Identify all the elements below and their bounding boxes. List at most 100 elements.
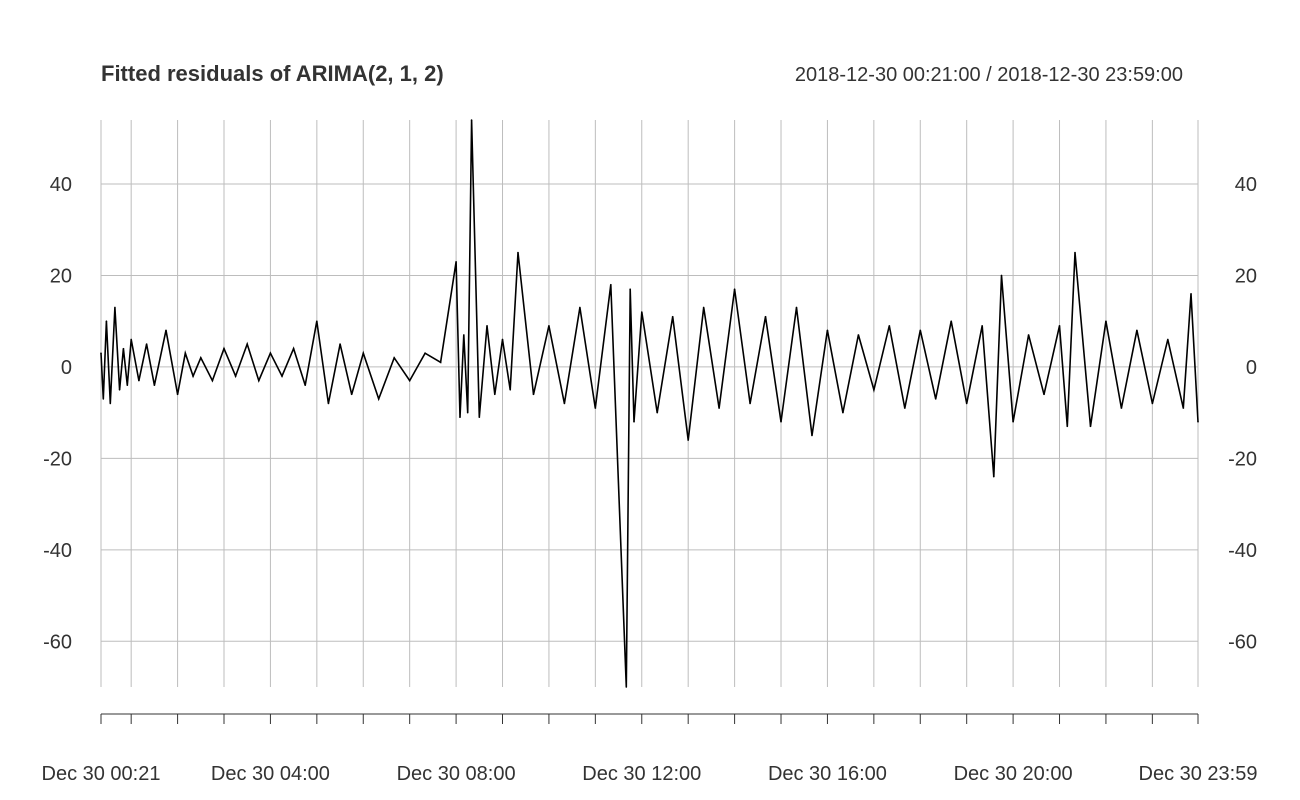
- data-point: [702, 306, 705, 309]
- data-point: [138, 379, 140, 382]
- data-point: [114, 306, 116, 309]
- x-tick-label: Dec 30 00:21: [42, 763, 161, 785]
- x-tick-label: Dec 30 16:00: [768, 763, 887, 785]
- data-point: [532, 393, 535, 396]
- data-point: [455, 260, 457, 263]
- data-point: [118, 388, 121, 391]
- data-point: [1012, 420, 1014, 423]
- data-point: [1190, 292, 1192, 295]
- data-point: [192, 375, 194, 377]
- data-point: [199, 356, 202, 359]
- y-tick-label-right: 0: [1246, 357, 1257, 379]
- data-point: [903, 407, 906, 409]
- data-point: [625, 686, 628, 688]
- data-point: [1182, 407, 1185, 409]
- y-tick-label-right: 20: [1235, 265, 1257, 287]
- data-point: [633, 420, 635, 423]
- data-point: [269, 352, 272, 355]
- data-point: [965, 402, 968, 405]
- data-point: [126, 384, 129, 387]
- y-tick-label-right: -40: [1228, 540, 1257, 562]
- data-point: [153, 384, 156, 387]
- data-point: [764, 315, 767, 318]
- data-point: [780, 420, 782, 423]
- data-point: [687, 439, 689, 441]
- y-tick-label-right: 40: [1235, 174, 1257, 196]
- data-point: [246, 343, 249, 345]
- data-point: [811, 434, 813, 437]
- data-point: [919, 329, 922, 332]
- data-point: [165, 329, 167, 332]
- x-tick-label: Dec 30 04:00: [211, 763, 330, 785]
- data-point: [733, 288, 736, 290]
- data-point: [211, 379, 214, 382]
- y-axis-right: 40 20 0 -20 -40 -60: [1228, 174, 1257, 653]
- x-tick-label: Dec 30 08:00: [397, 763, 516, 785]
- data-point: [459, 416, 461, 419]
- data-point: [610, 283, 612, 286]
- y-tick-label-left: 40: [50, 174, 72, 196]
- data-point: [439, 361, 442, 364]
- data-point: [478, 416, 481, 419]
- data-point: [1043, 393, 1045, 396]
- data-point: [470, 119, 473, 121]
- data-point: [102, 398, 105, 400]
- data-point: [304, 384, 307, 387]
- x-tick-label: Dec 30 23:59: [1139, 763, 1258, 785]
- data-point: [393, 356, 396, 359]
- data-point: [176, 393, 179, 396]
- data-point: [145, 343, 148, 345]
- data-point: [656, 411, 659, 414]
- data-point: [1089, 425, 1092, 428]
- data-point: [1167, 338, 1169, 341]
- data-point: [1027, 334, 1030, 336]
- data-point: [517, 251, 519, 254]
- data-point: [130, 338, 132, 341]
- data-point: [563, 402, 566, 405]
- data-point: [1151, 402, 1154, 405]
- series: [100, 119, 1199, 688]
- residual-series-line: [100, 119, 1199, 688]
- data-point: [509, 388, 512, 391]
- data-point: [842, 411, 844, 414]
- chart-title: Fitted residuals of ARIMA(2, 1, 2): [101, 61, 444, 86]
- data-point: [223, 347, 225, 350]
- y-tick-label-left: -20: [43, 448, 72, 470]
- data-point: [1074, 251, 1076, 254]
- data-point: [501, 338, 504, 341]
- data-point: [493, 393, 496, 396]
- data-point: [1000, 274, 1003, 277]
- data-point: [1058, 324, 1061, 327]
- data-point: [316, 320, 318, 322]
- data-point: [327, 402, 330, 405]
- data-point: [184, 352, 187, 355]
- y-tick-label-left: 20: [50, 265, 72, 287]
- data-point: [795, 306, 798, 309]
- data-point: [749, 402, 751, 405]
- data-point: [1120, 407, 1123, 409]
- y-tick-label-left: 0: [61, 357, 72, 379]
- y-tick-label-left: -40: [43, 540, 72, 562]
- data-point: [281, 375, 283, 377]
- data-point: [122, 347, 125, 350]
- data-point: [548, 324, 550, 327]
- x-tick-label: Dec 30 20:00: [954, 763, 1073, 785]
- data-point: [1066, 425, 1069, 428]
- data-point: [424, 352, 426, 355]
- data-point: [594, 407, 597, 409]
- data-point: [950, 320, 953, 322]
- data-point: [105, 320, 108, 322]
- data-point: [579, 306, 581, 309]
- data-point: [466, 411, 469, 414]
- data-point: [826, 329, 829, 332]
- data-point: [629, 288, 631, 290]
- data-point: [109, 402, 112, 405]
- data-point: [857, 334, 860, 336]
- data-point: [292, 347, 295, 350]
- data-point: [873, 388, 875, 391]
- data-point: [1197, 420, 1199, 423]
- y-axis-left: 40 20 0 -20 -40 -60: [43, 174, 72, 653]
- data-point: [888, 324, 891, 327]
